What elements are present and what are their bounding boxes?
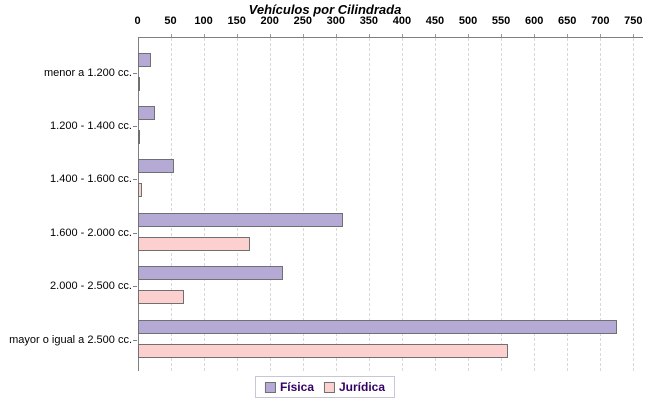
- x-axis-tick: [170, 34, 172, 37]
- x-axis-line: [137, 37, 643, 38]
- x-axis-tick-label: 700: [591, 15, 610, 27]
- gridline: [302, 38, 304, 371]
- legend-label-juridica: Jurídica: [339, 380, 386, 394]
- category-tick: [133, 72, 137, 74]
- x-axis-tick-label: 600: [524, 15, 544, 27]
- category-tick: [133, 179, 137, 181]
- gridline: [600, 38, 602, 371]
- bar-fisica: [138, 52, 152, 67]
- gridline: [501, 38, 503, 371]
- x-axis-tick: [302, 34, 304, 37]
- gridline: [335, 38, 337, 371]
- category-tick: [133, 125, 137, 127]
- x-axis-tick-label: 200: [260, 15, 279, 27]
- x-axis-tick: [501, 34, 503, 37]
- x-axis-tick: [269, 34, 271, 37]
- gridline: [269, 38, 271, 371]
- bar-juridica: [138, 236, 251, 251]
- bar-juridica: [138, 183, 142, 198]
- bar-fisica: [138, 159, 175, 174]
- bar-juridica: [138, 76, 140, 91]
- category-tick: [133, 286, 137, 288]
- x-axis-tick-label: 400: [392, 15, 412, 27]
- bar-juridica: [138, 290, 185, 305]
- x-axis-tick: [335, 34, 337, 37]
- chart-title: Vehículos por Cilindrada: [248, 2, 402, 17]
- x-axis-tick-label: 350: [359, 15, 379, 27]
- legend-swatch-juridica: [324, 381, 335, 393]
- x-axis-tick-label: 50: [164, 15, 177, 27]
- x-axis-tick-label: 500: [458, 15, 478, 27]
- x-axis-tick: [401, 34, 403, 37]
- gridline: [170, 38, 172, 371]
- x-axis-tick: [567, 34, 569, 37]
- x-axis-tick-label: 750: [624, 15, 643, 27]
- bar-fisica: [138, 105, 155, 120]
- gridline: [401, 38, 403, 371]
- legend-item-juridica: Jurídica: [324, 380, 385, 394]
- x-axis-tick-label: 650: [558, 15, 577, 27]
- category-label: 1.600 - 2.000 cc.: [50, 226, 132, 239]
- x-axis-tick-label: 100: [194, 15, 213, 27]
- x-axis-tick: [600, 34, 602, 37]
- gridline: [534, 38, 536, 371]
- category-label: 1.400 - 1.600 cc.: [50, 173, 132, 186]
- gridline: [567, 38, 569, 371]
- x-axis-tick: [468, 34, 470, 37]
- x-axis-tick: [534, 34, 536, 37]
- category-tick: [133, 232, 137, 234]
- x-axis-tick-label: 250: [293, 15, 312, 27]
- category-label: menor a 1.200 cc.: [43, 66, 132, 79]
- bar-fisica: [138, 319, 618, 334]
- category-label: 1.200 - 1.400 cc.: [50, 119, 132, 132]
- x-axis-tick: [236, 34, 238, 37]
- gridline: [368, 38, 370, 371]
- x-axis-tick-label: 0: [134, 15, 141, 27]
- x-axis-tick-label: 300: [326, 15, 345, 27]
- legend-label-fisica: Física: [279, 380, 314, 394]
- gridline: [434, 38, 436, 371]
- gridline: [236, 38, 238, 371]
- gridline: [468, 38, 470, 371]
- x-axis-tick: [203, 34, 205, 37]
- x-axis-tick: [633, 34, 635, 37]
- x-axis-tick: [368, 34, 370, 37]
- gridline: [633, 38, 635, 371]
- x-axis-tick-label: 550: [491, 15, 511, 27]
- bar-fisica: [138, 266, 284, 281]
- y-axis-line: [137, 37, 139, 371]
- legend-item-fisica: Física: [264, 380, 314, 394]
- category-label: 2.000 - 2.500 cc.: [50, 280, 132, 293]
- x-axis-tick: [434, 34, 436, 37]
- x-axis-tick-label: 150: [227, 15, 246, 27]
- bar-fisica: [138, 212, 343, 227]
- legend-swatch-fisica: [264, 381, 276, 393]
- bar-juridica: [138, 129, 140, 144]
- gridline: [203, 38, 205, 371]
- category-label: mayor o igual a 2.500 cc.: [9, 333, 132, 346]
- bar-juridica: [138, 343, 509, 358]
- x-axis-tick-label: 450: [425, 15, 445, 27]
- category-tick: [133, 339, 137, 341]
- legend: Física Jurídica: [254, 376, 396, 398]
